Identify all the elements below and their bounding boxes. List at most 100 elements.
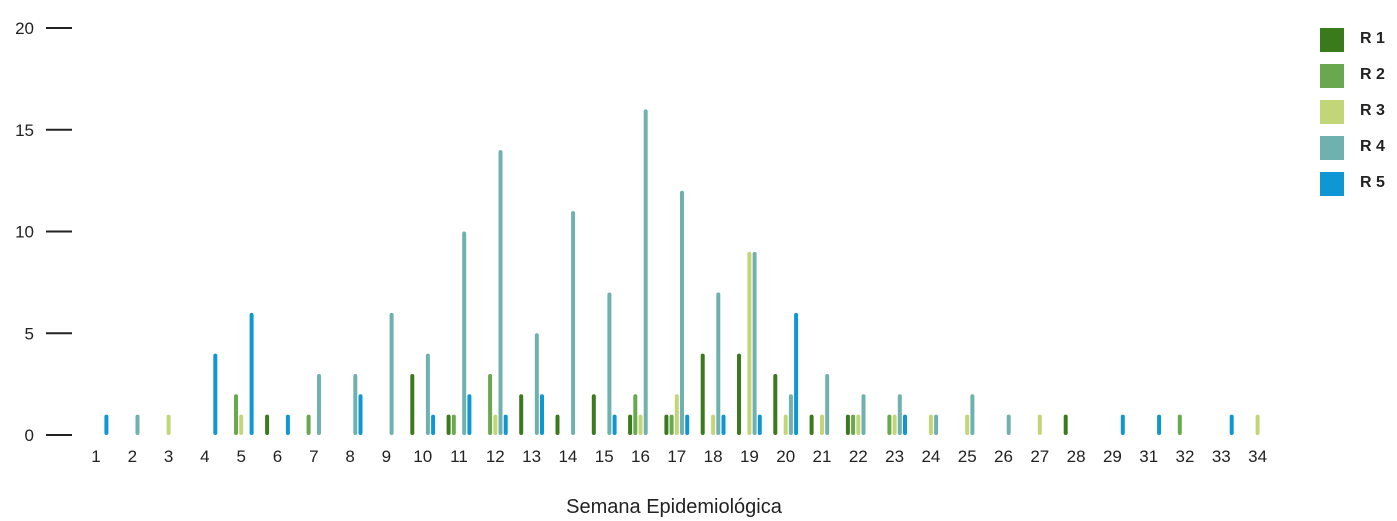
bar[interactable] — [1006, 414, 1011, 435]
bar[interactable] — [612, 414, 617, 435]
bar[interactable] — [389, 312, 394, 435]
bar[interactable] — [571, 211, 576, 435]
bar[interactable] — [773, 373, 778, 435]
bar[interactable] — [353, 373, 358, 435]
bar[interactable] — [135, 414, 140, 435]
bar[interactable] — [519, 394, 524, 435]
bar[interactable] — [680, 190, 684, 435]
bar[interactable] — [757, 414, 762, 435]
x-tick-label: 8 — [345, 447, 354, 466]
x-tick-label: 32 — [1176, 447, 1195, 466]
bar[interactable] — [783, 414, 788, 435]
bar[interactable] — [892, 414, 897, 435]
bar[interactable] — [1157, 414, 1162, 435]
bar[interactable] — [633, 394, 638, 435]
bar[interactable] — [825, 373, 830, 435]
bar[interactable] — [628, 414, 633, 435]
legend-swatch[interactable] — [1320, 100, 1344, 124]
bar[interactable] — [467, 394, 472, 435]
x-tick-label: 28 — [1067, 447, 1086, 466]
legend-label[interactable]: R 4 — [1360, 138, 1385, 155]
bar[interactable] — [970, 394, 975, 435]
bar[interactable] — [674, 394, 679, 435]
bar[interactable] — [317, 373, 321, 435]
legend-swatch[interactable] — [1320, 64, 1344, 88]
bar[interactable] — [1229, 414, 1234, 435]
bar[interactable] — [664, 414, 669, 435]
bar[interactable] — [234, 394, 238, 435]
bar[interactable] — [503, 414, 508, 435]
bar[interactable] — [493, 414, 498, 435]
bar[interactable] — [845, 414, 850, 435]
bar[interactable] — [540, 394, 544, 435]
legend-label[interactable]: R 2 — [1360, 66, 1385, 83]
bar[interactable] — [166, 414, 171, 435]
x-tick-label: 26 — [994, 447, 1013, 466]
bar[interactable] — [716, 292, 721, 435]
y-tick-label: 15 — [15, 121, 34, 140]
bar[interactable] — [410, 373, 415, 435]
x-tick-label: 11 — [450, 447, 468, 466]
bar[interactable] — [820, 414, 824, 435]
bar[interactable] — [747, 251, 752, 435]
bar[interactable] — [591, 394, 596, 435]
bar[interactable] — [239, 414, 244, 435]
bar[interactable] — [638, 414, 643, 435]
bar[interactable] — [488, 373, 493, 435]
bar[interactable] — [788, 394, 793, 435]
bar[interactable] — [1063, 414, 1068, 435]
bar[interactable] — [462, 231, 467, 436]
bar[interactable] — [965, 414, 970, 435]
bar[interactable] — [737, 353, 741, 435]
bar[interactable] — [669, 414, 674, 435]
bar[interactable] — [861, 394, 866, 435]
bar[interactable] — [104, 414, 109, 435]
legend-swatch[interactable] — [1320, 28, 1344, 52]
bar[interactable] — [809, 414, 814, 435]
legend-label[interactable]: R 5 — [1360, 174, 1385, 191]
bar[interactable] — [685, 414, 690, 435]
bar[interactable] — [897, 394, 902, 435]
bar[interactable] — [903, 414, 907, 435]
bar[interactable] — [555, 414, 560, 435]
bar[interactable] — [607, 292, 612, 435]
bar[interactable] — [306, 414, 311, 435]
bar[interactable] — [285, 414, 290, 435]
bar[interactable] — [431, 414, 436, 435]
bar[interactable] — [856, 414, 861, 435]
bar[interactable] — [1177, 414, 1182, 435]
legend-swatch[interactable] — [1320, 136, 1344, 160]
x-tick-label: 31 — [1139, 447, 1158, 466]
bar[interactable] — [446, 414, 451, 435]
y-tick-label: 5 — [25, 324, 34, 343]
bar[interactable] — [721, 414, 726, 435]
bar[interactable] — [1255, 414, 1260, 435]
bar[interactable] — [213, 353, 218, 435]
bar[interactable] — [358, 394, 363, 435]
bar[interactable] — [265, 414, 270, 435]
bar[interactable] — [643, 109, 648, 436]
bar[interactable] — [752, 251, 757, 435]
bar[interactable] — [425, 353, 430, 435]
x-tick-label: 13 — [522, 447, 541, 466]
legend: R 1 R 2 R 3 R 4 R 5 — [1320, 28, 1385, 196]
bar[interactable] — [498, 150, 503, 435]
legend-label[interactable]: R 3 — [1360, 102, 1385, 119]
x-tick-label: 3 — [164, 447, 173, 466]
legend-swatch[interactable] — [1320, 172, 1344, 196]
legend-label[interactable]: R 1 — [1360, 30, 1385, 47]
bar[interactable] — [249, 312, 254, 435]
bar[interactable] — [794, 312, 799, 435]
bar[interactable] — [1037, 414, 1042, 435]
bar[interactable] — [928, 414, 933, 435]
bar[interactable] — [934, 414, 939, 435]
bar[interactable] — [1120, 414, 1125, 435]
x-tick-label: 17 — [667, 447, 686, 466]
bar[interactable] — [851, 414, 856, 435]
bar[interactable] — [887, 414, 892, 435]
bar[interactable] — [700, 353, 705, 435]
bar[interactable] — [711, 414, 716, 435]
bar[interactable] — [451, 414, 456, 435]
bar[interactable] — [534, 333, 539, 435]
